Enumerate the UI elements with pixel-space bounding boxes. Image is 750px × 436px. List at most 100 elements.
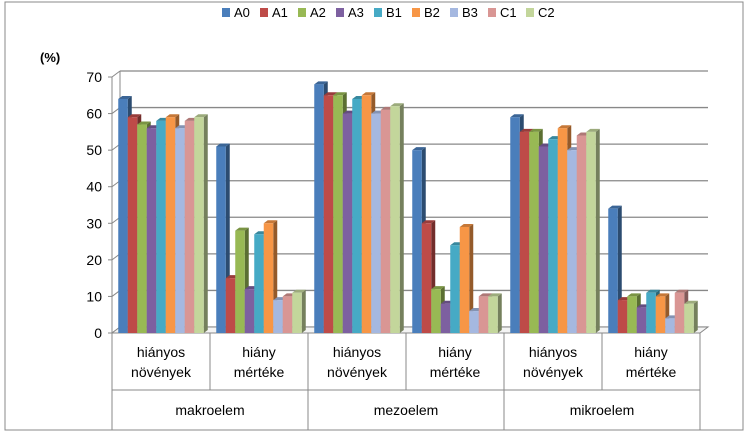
y-tick-label: 70 (86, 69, 102, 85)
x-tick-label: növények (131, 364, 192, 380)
legend-item-C1: C1 (488, 5, 517, 20)
bar (627, 296, 637, 333)
legend-item-B3: B3 (450, 5, 478, 20)
bar (557, 128, 568, 333)
legend-item-C2: C2 (526, 5, 555, 20)
bar-top (674, 289, 689, 293)
bar (137, 124, 147, 334)
x-tick-label: hiányos (137, 344, 185, 360)
bar-top (118, 95, 132, 99)
bar (165, 117, 176, 333)
legend-swatch (298, 8, 306, 17)
legend-swatch (222, 8, 230, 17)
bar-top (557, 125, 572, 129)
bar (576, 135, 587, 333)
bar (244, 289, 255, 333)
x-tick-label: növények (327, 364, 388, 380)
bar-top (216, 143, 230, 147)
bar (342, 113, 353, 333)
bar (146, 128, 157, 333)
y-tick-label: 50 (86, 142, 102, 158)
bar-top (510, 114, 524, 118)
bar (538, 146, 549, 333)
bar (292, 292, 302, 333)
bar-top (655, 293, 670, 297)
legend-label: B1 (386, 5, 402, 20)
bar-top (459, 223, 474, 227)
bar-top (137, 121, 151, 125)
bar (194, 117, 204, 333)
legend-swatch (336, 8, 344, 17)
bar (412, 150, 422, 333)
bar-side (693, 300, 698, 333)
bar (431, 289, 441, 333)
legend-label: A1 (272, 5, 288, 20)
legend-swatch (412, 8, 420, 17)
legend-swatch (374, 8, 382, 17)
legend-label: A2 (310, 5, 326, 20)
bar (118, 98, 128, 333)
bar-C2 (292, 289, 306, 333)
bar-top (361, 92, 376, 96)
bar-top (323, 92, 338, 96)
bar-top (608, 205, 622, 209)
bar (684, 303, 694, 333)
bar-top (412, 147, 426, 151)
bar (273, 300, 283, 333)
bar (371, 113, 381, 333)
bar (314, 84, 324, 333)
x-tick-label: mértéke (234, 364, 285, 380)
gridline-depth (111, 70, 121, 78)
bar (459, 226, 470, 333)
y-tick-label: 10 (86, 288, 102, 304)
legend-label: B3 (462, 5, 478, 20)
bar (510, 117, 520, 333)
bar-side (301, 289, 306, 333)
bar-side (595, 128, 600, 333)
bar-top (165, 114, 180, 118)
bar (225, 278, 236, 333)
x-tick-label: hiány (634, 344, 667, 360)
bar-C2 (684, 300, 698, 333)
bar (519, 131, 530, 333)
y-tick-label: 60 (86, 106, 102, 122)
bar (450, 245, 460, 333)
legend-swatch (526, 8, 534, 17)
bar (608, 208, 618, 333)
bar-top (627, 293, 641, 297)
bar-top (127, 114, 142, 118)
bar (323, 95, 334, 334)
bar-top (519, 128, 534, 132)
bar-top (292, 289, 306, 293)
legend-swatch (450, 8, 458, 17)
x-tick-label: hiányos (529, 344, 577, 360)
bar (478, 296, 489, 333)
legend-label: B2 (424, 5, 440, 20)
bar-C2 (390, 103, 404, 333)
x-tick-label: növények (523, 364, 584, 380)
bar (380, 109, 391, 334)
bar (263, 223, 274, 333)
bar-top (586, 128, 600, 132)
bar-top (421, 220, 436, 224)
bar-C2 (586, 128, 600, 333)
bar-top (194, 114, 208, 118)
y-tick-label: 20 (86, 252, 102, 268)
bar-top (478, 293, 493, 297)
group-label: mikroelem (570, 402, 635, 418)
x-tick-label: mértéke (430, 364, 481, 380)
legend-label: C2 (538, 5, 555, 20)
x-tick-label: hiány (438, 344, 471, 360)
group-label: mezoelem (374, 402, 439, 418)
bar-top (390, 103, 404, 107)
y-tick-label: 40 (86, 179, 102, 195)
bar (127, 117, 138, 333)
y-tick-label: 0 (94, 325, 102, 341)
bar-top (314, 81, 328, 85)
y-axis-label: (%) (40, 50, 60, 65)
bar (235, 230, 245, 333)
bar (548, 139, 558, 333)
bar-top (333, 92, 347, 96)
legend-item-A1: A1 (260, 5, 288, 20)
